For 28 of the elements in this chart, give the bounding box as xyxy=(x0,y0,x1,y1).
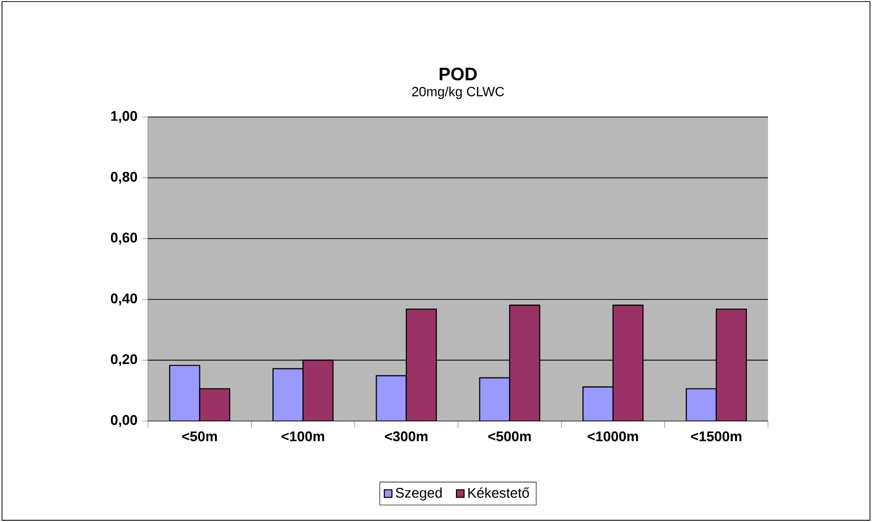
x-tick-label: <100m xyxy=(282,431,324,442)
y-tick-label: 0,60 xyxy=(110,232,138,245)
y-tick-label: 0,40 xyxy=(110,293,138,306)
x-tick-label: <50m xyxy=(182,431,217,442)
bar xyxy=(686,388,717,421)
bar xyxy=(169,364,200,421)
chart-subtitle: 20mg/kg CLWC xyxy=(412,86,504,99)
bar xyxy=(272,368,304,421)
x-tick-label: <300m xyxy=(384,431,428,442)
bar xyxy=(479,377,510,421)
bar xyxy=(406,308,437,421)
bar xyxy=(376,375,407,421)
chart-title: POD xyxy=(440,68,477,80)
bar xyxy=(582,386,614,421)
bar xyxy=(716,308,747,421)
legend-label: Kékestető xyxy=(468,487,529,498)
y-tick-label: 0,80 xyxy=(110,172,138,184)
bar xyxy=(509,304,540,421)
bar xyxy=(199,388,230,421)
bar xyxy=(302,360,334,421)
x-tick-label: <500m xyxy=(488,431,531,442)
y-tick-label: 0,20 xyxy=(110,354,138,366)
legend-label: Szeged xyxy=(396,487,442,501)
bar xyxy=(612,304,644,421)
y-tick-label: 0,00 xyxy=(110,415,138,427)
x-tick-label: <1000m xyxy=(588,431,638,442)
x-tick-label: <1500m xyxy=(691,431,742,442)
y-tick-label: 1,00 xyxy=(111,111,138,123)
